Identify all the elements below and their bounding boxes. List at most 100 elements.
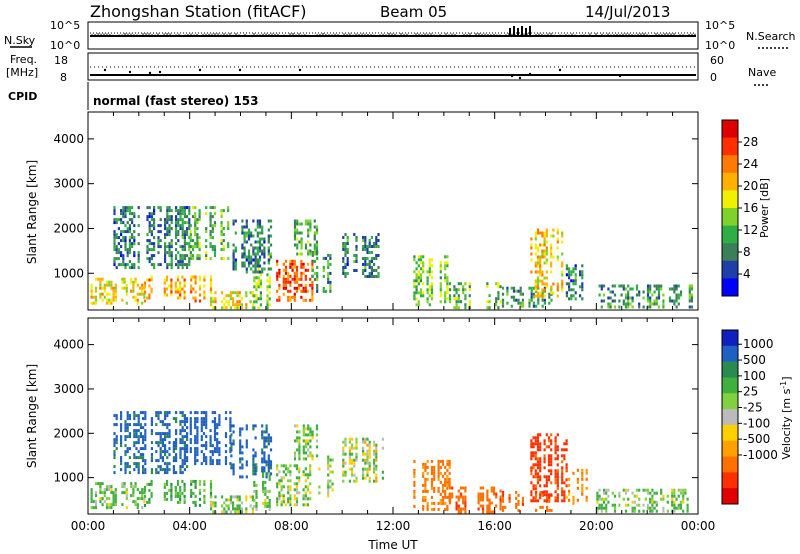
range-cell: [230, 424, 233, 428]
range-cell: [368, 251, 371, 254]
range-cell: [266, 495, 269, 499]
range-cell: [618, 305, 621, 309]
range-cell: [344, 470, 347, 474]
range-cell: [495, 504, 498, 508]
range-cell: [293, 292, 296, 296]
range-cell: [144, 435, 147, 439]
range-cell: [221, 504, 224, 508]
range-cell: [490, 486, 493, 490]
range-cell: [428, 258, 431, 262]
range-cell: [499, 285, 502, 289]
range-cell: [539, 291, 542, 295]
range-cell: [221, 510, 224, 514]
range-cell: [113, 233, 116, 237]
range-cell: [148, 257, 151, 261]
range-cell: [362, 470, 365, 474]
range-cell: [163, 290, 166, 294]
range-cell: [377, 266, 380, 269]
range-cell: [188, 263, 191, 267]
range-cell: [364, 236, 367, 239]
range-cell: [373, 440, 376, 444]
range-cell: [245, 507, 248, 511]
range-cell: [245, 255, 248, 259]
range-cell: [229, 429, 232, 433]
range-cell: [143, 488, 147, 492]
range-cell: [232, 430, 235, 434]
range-cell: [97, 277, 100, 281]
range-cell: [131, 206, 134, 210]
range-cell: [190, 275, 193, 279]
range-cell: [164, 432, 167, 436]
range-cell: [179, 441, 182, 445]
range-cell: [234, 291, 237, 295]
freq-dot: [238, 68, 242, 72]
range-cell: [307, 442, 310, 446]
range-cell: [205, 456, 208, 460]
range-cell: [448, 492, 452, 496]
range-cell: [366, 443, 369, 447]
colorbar-swatch: [722, 260, 738, 279]
range-cell: [302, 262, 305, 266]
range-cell: [302, 473, 305, 477]
range-cell: [183, 215, 186, 219]
range-cell: [441, 501, 445, 505]
range-cell: [284, 283, 288, 287]
range-cell: [424, 486, 427, 490]
range-cell: [293, 482, 296, 486]
range-cell: [289, 262, 292, 266]
range-cell: [417, 270, 420, 274]
range-cell: [536, 463, 540, 467]
range-cell: [373, 461, 376, 465]
range-cell: [534, 451, 537, 455]
range-cell: [306, 268, 310, 272]
range-cell: [618, 491, 621, 495]
range-cell: [227, 209, 230, 213]
range-cell: [302, 451, 305, 455]
range-cell: [572, 282, 575, 286]
range-cell: [368, 467, 371, 471]
range-cell: [309, 252, 312, 256]
range-cell: [174, 287, 177, 291]
range-cell: [428, 270, 431, 274]
range-cell: [176, 278, 180, 282]
range-cell: [495, 300, 498, 304]
range-cell: [176, 287, 180, 291]
range-cell: [166, 230, 169, 234]
range-cell: [353, 254, 356, 257]
range-cell: [657, 284, 661, 288]
range-cell: [448, 483, 451, 487]
range-cell: [563, 499, 566, 503]
range-cell: [136, 292, 139, 296]
range-cell: [291, 262, 294, 266]
range-cell: [90, 497, 93, 501]
range-cell: [92, 500, 95, 504]
range-cell: [304, 457, 308, 461]
range-cell: [170, 221, 173, 225]
range-cell: [481, 495, 485, 499]
range-cell: [278, 268, 281, 272]
range-cell: [189, 230, 192, 234]
range-cell: [455, 306, 458, 310]
range-cell: [468, 303, 471, 307]
range-cell: [638, 293, 641, 297]
range-cell: [574, 267, 577, 271]
range-cell: [224, 462, 228, 466]
range-cell: [536, 261, 540, 265]
range-cell: [133, 414, 136, 418]
range-cell: [662, 302, 665, 306]
range-cell: [247, 234, 251, 238]
range-cell: [245, 294, 248, 298]
range-cell: [353, 260, 356, 263]
range-cell: [613, 494, 617, 498]
range-cell: [541, 273, 544, 277]
range-cell: [373, 470, 376, 474]
range-cell: [565, 448, 568, 452]
range-cell: [267, 463, 270, 467]
range-cell: [543, 282, 546, 286]
range-cell: [128, 236, 131, 240]
range-cell: [682, 494, 685, 498]
range-cell: [282, 280, 285, 284]
range-cell: [547, 436, 551, 440]
range-cell: [282, 274, 285, 278]
